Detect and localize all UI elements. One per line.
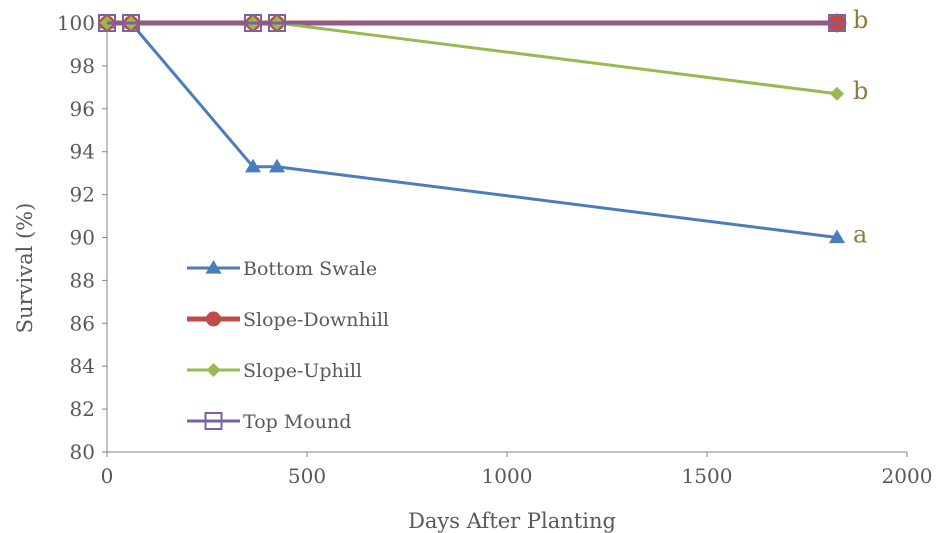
data-point [829,229,845,244]
legend-marker [206,311,221,327]
data-point [828,14,846,32]
x-tick-label: 1000 [482,464,533,488]
x-tick-label: 500 [288,464,326,488]
x-tick-label: 0 [101,464,114,488]
x-axis-title: Days After Planting [408,509,616,533]
series-line [107,21,838,239]
data-point [98,14,116,32]
y-tick-label: 88 [70,268,95,292]
y-tick-label: 84 [70,354,95,378]
x-tick-label: 1500 [682,464,733,488]
legend-label: Slope-Downhill [243,309,389,331]
legend: Bottom Swale Slope-Downhill Slope-Uphill To… [187,258,389,433]
data-point [244,14,262,32]
significance-label: b [853,6,868,34]
data-point [269,158,285,173]
legend-label: Top Mound [243,411,351,433]
legend-marker [206,363,221,377]
series-3 [98,14,846,32]
series-0 [99,15,845,244]
y-axis-title: Survival (%) [13,203,37,334]
y-tick-label: 98 [70,54,95,78]
legend-label: Slope-Uphill [243,360,362,382]
data-point [122,14,140,32]
y-tick-label: 94 [70,140,95,164]
annotation-layer: b b a [853,6,868,249]
legend-label: Bottom Swale [243,258,377,280]
legend-marker [205,260,222,274]
y-tick-label: 100 [57,11,95,35]
data-point [268,14,286,32]
y-tick-label: 82 [70,397,95,421]
series-line [107,21,838,96]
series-2 [100,16,844,101]
significance-label: b [853,77,868,105]
significance-label: a [853,221,867,249]
legend-entry: Bottom Swale [187,258,377,280]
legend-entry: Top Mound [187,411,351,433]
y-tick-label: 96 [70,97,95,121]
legend-entry: Slope-Uphill [187,360,362,382]
data-point [830,86,844,101]
y-tick-label: 92 [70,183,95,207]
x-tick-label: 2000 [882,464,933,488]
y-tick-label: 90 [70,226,95,250]
legend-entry: Slope-Downhill [187,309,389,331]
y-tick-label: 86 [70,311,95,335]
legend-marker [204,412,223,430]
data-point [245,158,261,173]
series-layer [98,13,847,244]
y-tick-label: 80 [70,440,95,464]
